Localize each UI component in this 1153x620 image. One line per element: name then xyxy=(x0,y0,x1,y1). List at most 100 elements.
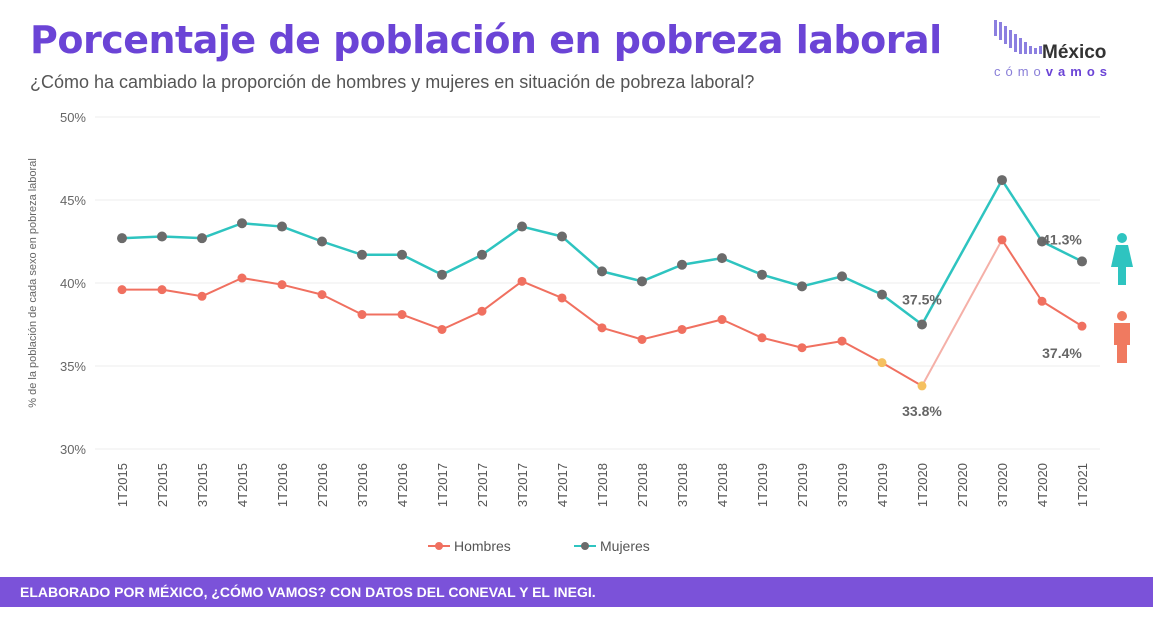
series-line-mujeres xyxy=(681,256,723,266)
x-tick-label: 4T2016 xyxy=(395,463,410,507)
x-tick-label: 1T2021 xyxy=(1075,463,1090,507)
data-point-hombres xyxy=(917,381,927,391)
series-line-mujeres xyxy=(601,270,643,283)
series-line-mujeres xyxy=(801,275,843,288)
data-point-hombres xyxy=(157,285,167,295)
series-line-mujeres xyxy=(201,222,243,240)
x-tick-label: 2T2017 xyxy=(475,463,490,507)
x-tick-label: 2T2018 xyxy=(635,463,650,507)
data-point-mujeres xyxy=(757,269,767,280)
series-line-hombres xyxy=(921,239,1003,387)
data-point-hombres xyxy=(597,323,607,333)
legend-mujeres-label: Mujeres xyxy=(600,538,650,554)
page-subtitle: ¿Cómo ha cambiado la proporción de hombr… xyxy=(30,72,755,92)
data-point-mujeres xyxy=(437,269,447,280)
series-line-hombres xyxy=(841,340,883,364)
y-tick-label: 35% xyxy=(60,359,86,374)
data-point-mujeres xyxy=(797,281,807,292)
data-point-hombres xyxy=(637,334,647,344)
data-point-mujeres xyxy=(237,218,247,229)
data-point-hombres xyxy=(757,333,767,343)
data-point-hombres xyxy=(717,315,727,325)
legend-hombres-icon xyxy=(428,542,450,550)
x-tick-label: 3T2017 xyxy=(515,463,530,507)
data-point-mujeres xyxy=(557,231,567,242)
data-point-mujeres xyxy=(597,266,607,277)
series-line-mujeres xyxy=(561,235,603,273)
series-line-hombres xyxy=(441,310,483,331)
data-point-hombres xyxy=(477,306,487,316)
data-point-mujeres xyxy=(637,276,647,287)
data-point-hombres xyxy=(437,324,447,334)
series-line-hombres xyxy=(201,277,243,298)
legend-mujeres[interactable]: Mujeres xyxy=(574,538,650,554)
y-tick-label: 30% xyxy=(60,442,86,457)
male-person-icon xyxy=(1114,311,1130,363)
data-point-mujeres xyxy=(477,249,487,260)
series-line-hombres xyxy=(761,336,803,349)
series-line-mujeres xyxy=(1041,240,1083,263)
data-point-hombres xyxy=(677,324,687,334)
x-tick-label: 4T2017 xyxy=(555,463,570,507)
x-tick-label: 1T2020 xyxy=(915,463,930,507)
data-point-mujeres xyxy=(357,249,367,260)
series-line-hombres xyxy=(521,280,563,299)
data-point-mujeres xyxy=(1077,256,1087,267)
x-tick-label: 1T2018 xyxy=(595,463,610,507)
x-tick-label: 3T2020 xyxy=(995,463,1010,507)
source-footer: ELABORADO POR MÉXICO, ¿CÓMO VAMOS? CON D… xyxy=(0,577,1153,607)
data-point-hombres xyxy=(197,291,207,301)
x-tick-label: 2T2015 xyxy=(155,463,170,507)
x-tick-label: 4T2019 xyxy=(875,463,890,507)
logo-subtext-b: vamos xyxy=(1045,64,1112,79)
logo: México cómovamos xyxy=(992,18,1132,79)
x-tick-label: 2T2019 xyxy=(795,463,810,507)
series-line-mujeres xyxy=(761,273,803,288)
series-line-hombres xyxy=(241,277,283,286)
series-line-mujeres xyxy=(881,293,923,326)
series-line-hombres xyxy=(881,361,923,387)
series-line-hombres xyxy=(481,280,523,313)
data-label: 33.8% xyxy=(902,403,942,419)
series-line-mujeres xyxy=(841,275,883,296)
y-tick-label: 50% xyxy=(60,110,86,125)
legend-hombres[interactable]: Hombres xyxy=(428,538,511,554)
data-point-hombres xyxy=(317,290,327,300)
data-point-mujeres xyxy=(917,319,927,330)
series-line-mujeres xyxy=(441,253,483,276)
series-line-mujeres xyxy=(920,179,1004,326)
data-point-hombres xyxy=(1037,296,1047,306)
female-person-icon xyxy=(1111,233,1133,285)
x-tick-label: 4T2020 xyxy=(1035,463,1050,507)
data-point-hombres xyxy=(877,358,887,368)
x-tick-label: 2T2020 xyxy=(955,463,970,507)
logo-text: México xyxy=(1042,42,1107,63)
series-line-mujeres xyxy=(721,256,763,276)
x-tick-label: 4T2015 xyxy=(235,463,250,507)
data-point-mujeres xyxy=(877,289,887,300)
data-point-mujeres xyxy=(317,236,327,247)
data-point-hombres xyxy=(517,276,527,286)
data-point-mujeres xyxy=(717,253,727,264)
series-line-mujeres xyxy=(641,263,683,283)
x-tick-label: 1T2019 xyxy=(755,463,770,507)
x-tick-label: 3T2019 xyxy=(835,463,850,507)
data-point-mujeres xyxy=(677,259,687,270)
data-point-hombres xyxy=(357,310,367,320)
y-axis-label: % de la población de cada sexo en pobrez… xyxy=(27,158,39,408)
series-line-hombres xyxy=(601,326,643,341)
data-point-mujeres xyxy=(277,221,287,232)
series-line-hombres xyxy=(561,297,603,329)
series-line-mujeres xyxy=(281,225,323,243)
series-line-hombres xyxy=(401,313,443,331)
data-label: 37.4% xyxy=(1042,345,1082,361)
logo-subtext: cómovamos xyxy=(994,64,1112,79)
logo-subtext-a: cómo xyxy=(994,64,1046,79)
series-line-mujeres xyxy=(121,235,163,240)
series-line-hombres xyxy=(801,340,843,349)
x-tick-label: 1T2017 xyxy=(435,463,450,507)
data-point-hombres xyxy=(797,343,807,353)
data-point-hombres xyxy=(237,273,247,283)
y-tick-label: 40% xyxy=(60,276,86,291)
series-line-mujeres xyxy=(161,235,203,240)
